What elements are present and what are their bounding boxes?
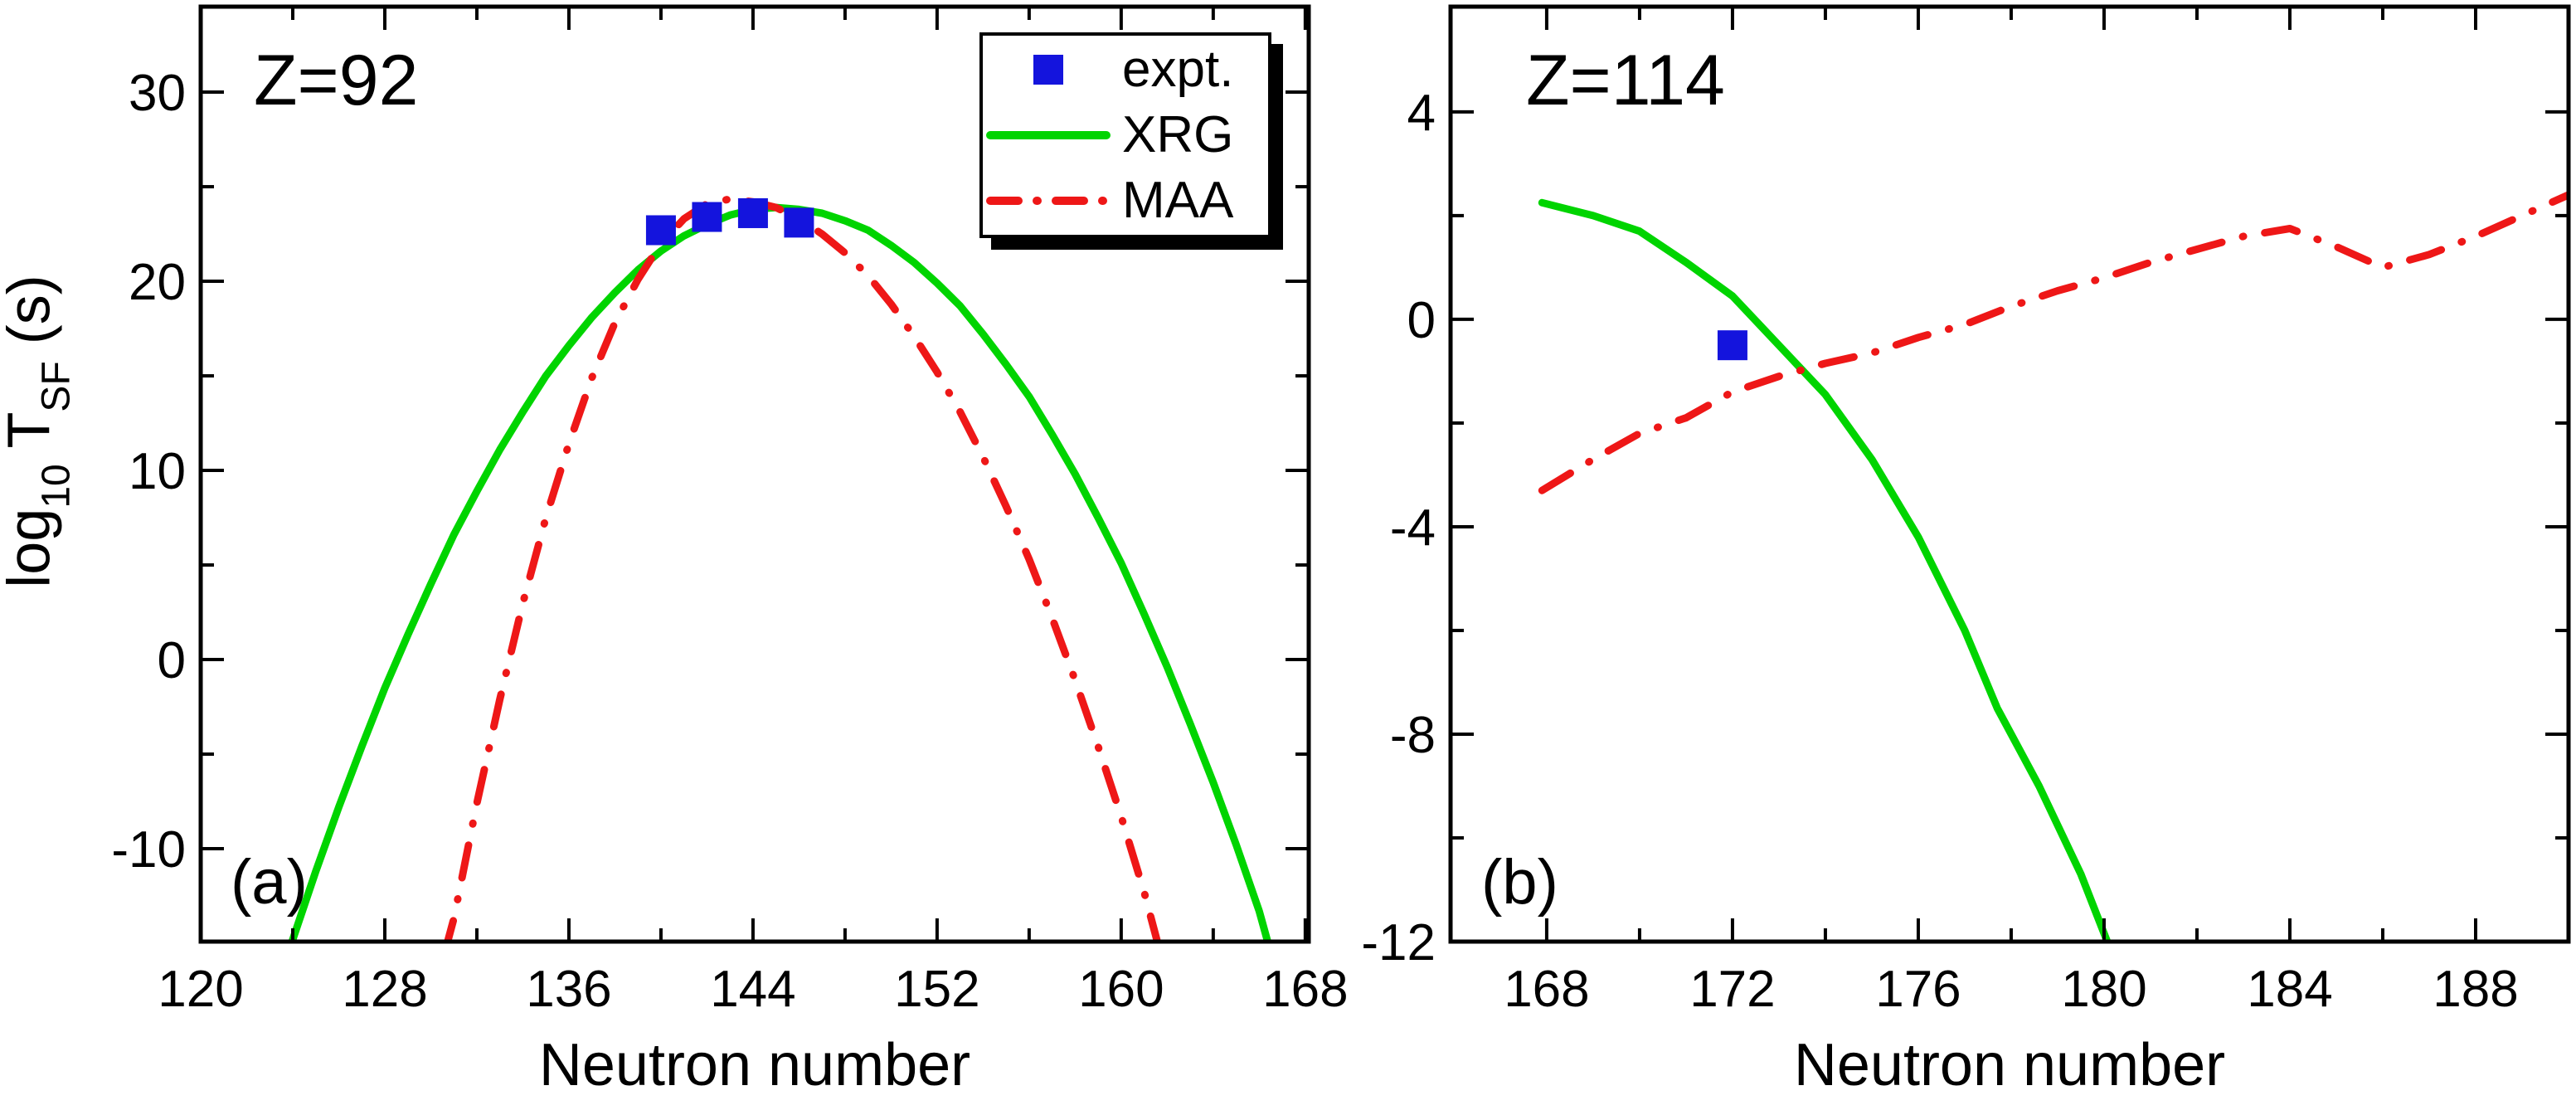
y-tick-label: -8 bbox=[1390, 707, 1436, 764]
y-axis-title-units: (s) bbox=[0, 275, 63, 362]
legend-row-xrg: XRG bbox=[983, 104, 1268, 167]
xrg-curve-a bbox=[288, 203, 1272, 942]
panel-b-letter: (b) bbox=[1481, 847, 1558, 918]
y-tick-label: 30 bbox=[129, 65, 186, 122]
expt-data-point-b bbox=[1717, 330, 1747, 361]
expt-data-point-a bbox=[645, 215, 676, 246]
y-axis-title-subSF: SF bbox=[34, 361, 79, 412]
x-tick-label: 172 bbox=[1689, 961, 1775, 1018]
y-axis-title-sub10: 10 bbox=[34, 464, 79, 509]
panel-a-title: Z=92 bbox=[254, 41, 419, 120]
expt-data-point-a bbox=[737, 197, 768, 228]
y-tick-label: 0 bbox=[1407, 292, 1436, 349]
legend-label-xrg: XRG bbox=[1122, 106, 1234, 163]
y-tick-label: 20 bbox=[129, 254, 186, 311]
panel-a-letter: (a) bbox=[231, 847, 308, 918]
x-tick-label: 188 bbox=[2433, 961, 2518, 1018]
panel-b-title: Z=114 bbox=[1526, 41, 1725, 120]
y-tick-label: 10 bbox=[129, 443, 186, 500]
y-tick-label: -12 bbox=[1361, 914, 1436, 971]
panel-a-frame bbox=[198, 4, 1311, 944]
panel-b-xaxis-title: Neutron number bbox=[1793, 1032, 2226, 1098]
y-axis-title-log: log bbox=[0, 508, 63, 588]
maa-curve-b bbox=[1538, 191, 2569, 494]
expt-data-point-a bbox=[784, 207, 814, 238]
legend-label-maa: MAA bbox=[1122, 172, 1234, 229]
y-tick-label: -4 bbox=[1390, 499, 1436, 557]
panel-a-xaxis-title: Neutron number bbox=[538, 1032, 971, 1098]
expt-square-marker-icon bbox=[1033, 55, 1063, 85]
y-tick-label: 4 bbox=[1407, 85, 1436, 142]
x-tick-label: 176 bbox=[1875, 961, 1961, 1018]
y-tick-label: -10 bbox=[111, 821, 186, 879]
x-tick-label: 180 bbox=[2061, 961, 2146, 1018]
x-tick-label: 168 bbox=[1504, 961, 1589, 1018]
y-axis-title-T: T bbox=[0, 411, 63, 465]
x-tick-label: 128 bbox=[342, 961, 427, 1018]
y-axis-title: log10 TSF (s) bbox=[0, 275, 89, 587]
x-tick-label: 160 bbox=[1078, 961, 1164, 1018]
expt-data-point-a bbox=[692, 202, 722, 232]
xrg-curve-b bbox=[1538, 198, 2112, 942]
legend: expt. XRG MAA bbox=[979, 32, 1271, 238]
x-tick-label: 136 bbox=[526, 961, 611, 1018]
x-tick-label: 168 bbox=[1262, 961, 1348, 1018]
x-tick-label: 184 bbox=[2247, 961, 2332, 1018]
maa-curve-a bbox=[444, 195, 1162, 942]
maa-dashdot-swatch-icon bbox=[986, 197, 1111, 205]
panel-b-frame bbox=[1448, 4, 2571, 944]
x-tick-label: 144 bbox=[710, 961, 795, 1018]
xrg-line-swatch-icon bbox=[986, 131, 1111, 139]
x-tick-label: 152 bbox=[894, 961, 979, 1018]
legend-row-expt: expt. bbox=[983, 38, 1268, 101]
y-tick-label: 0 bbox=[158, 632, 186, 689]
legend-label-expt: expt. bbox=[1122, 41, 1234, 98]
legend-row-maa: MAA bbox=[983, 169, 1268, 232]
x-tick-label: 120 bbox=[158, 961, 243, 1018]
